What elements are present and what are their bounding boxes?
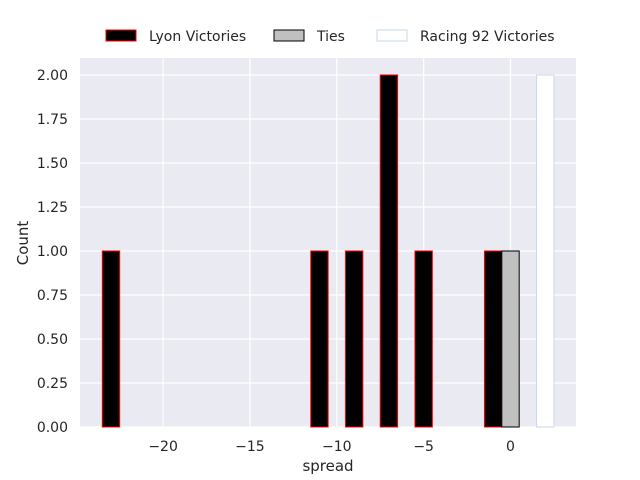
legend-item-racing-92-victories[interactable]: Racing 92 Victories [376, 29, 555, 45]
y-tick-label: 0.50 [37, 332, 68, 348]
x-axis-label: spread [302, 457, 353, 475]
legend-label: Racing 92 Victories [420, 29, 555, 45]
legend-swatch [105, 29, 137, 42]
x-tick-label: −15 [235, 439, 265, 455]
y-tick-labels: 0.00 0.25 0.50 0.75 1.00 1.25 1.50 1.75 2.00 [37, 68, 68, 436]
legend-label: Lyon Victories [149, 29, 246, 45]
bar-lyon-victories [310, 250, 329, 428]
legend-item-lyon-victories[interactable]: Lyon Victories [105, 29, 246, 45]
y-tick-label: 2.00 [37, 68, 68, 84]
x-tick-label: −20 [148, 439, 178, 455]
bars [101, 74, 555, 428]
y-tick-label: 1.50 [37, 156, 68, 172]
x-tick-label: −5 [413, 439, 434, 455]
x-tick-labels: −20 −15 −10 −5 0 [148, 439, 515, 455]
bar-lyon-victories [414, 250, 433, 428]
legend-swatch [273, 29, 305, 42]
legend[interactable]: Lyon Victories Ties Racing 92 Victories [105, 29, 555, 45]
y-axis-label: Count [14, 221, 32, 266]
y-tick-label: 0.25 [37, 376, 68, 392]
x-tick-label: 0 [506, 439, 515, 455]
bar-lyon-victories [101, 250, 121, 428]
y-tick-label: 0.00 [37, 420, 68, 436]
bar-racing-92-victories [536, 74, 555, 428]
bar-lyon-victories [379, 74, 399, 428]
legend-swatch [376, 29, 408, 42]
bar-lyon-victories [483, 250, 503, 428]
y-tick-label: 0.75 [37, 288, 68, 304]
legend-label: Ties [316, 29, 345, 45]
legend-item-ties[interactable]: Ties [273, 29, 345, 45]
bar-ties [501, 250, 520, 428]
y-tick-label: 1.00 [37, 244, 68, 260]
y-tick-label: 1.25 [37, 200, 68, 216]
y-tick-label: 1.75 [37, 112, 68, 128]
bar-lyon-victories [344, 250, 364, 428]
x-tick-label: −10 [322, 439, 352, 455]
